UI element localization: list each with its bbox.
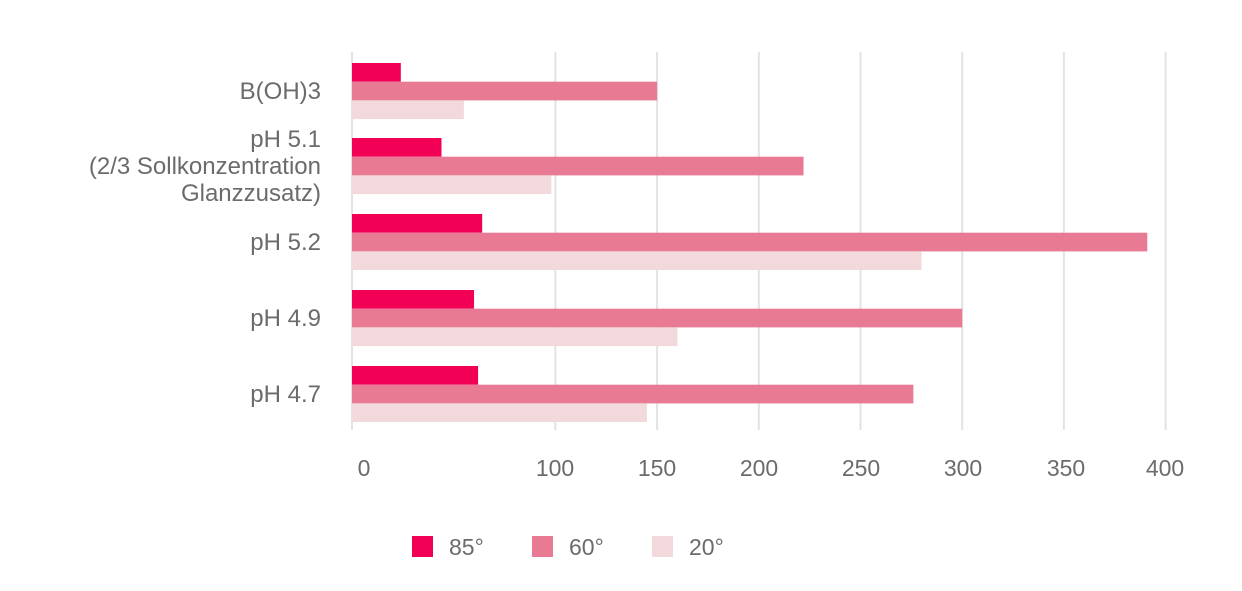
x-tick-label: 200 xyxy=(740,455,778,481)
x-tick-label: 400 xyxy=(1146,455,1184,481)
category-label-line: pH 5.2 xyxy=(250,229,321,256)
bar xyxy=(352,175,552,195)
bar xyxy=(352,156,804,176)
category-label: pH 5.2 xyxy=(250,229,321,256)
x-tick-label: 150 xyxy=(638,455,676,481)
bar xyxy=(352,290,475,309)
category-label-line: pH 4.9 xyxy=(250,305,321,332)
bar xyxy=(352,403,647,423)
bar xyxy=(352,251,922,271)
category-label: pH 4.7 xyxy=(250,381,321,408)
legend-label: 85° xyxy=(449,534,484,560)
x-tick-label: 100 xyxy=(536,455,574,481)
legend-label: 20° xyxy=(689,534,724,560)
legend-swatch xyxy=(652,536,673,557)
x-tick-label: 300 xyxy=(944,455,982,481)
bar xyxy=(352,63,401,82)
legend-item: 20° xyxy=(652,534,724,560)
category-label-line: pH 5.1 xyxy=(250,126,321,153)
x-tick-label: 350 xyxy=(1047,455,1085,481)
category-label-line: Glanzzusatz) xyxy=(181,180,321,207)
bar xyxy=(352,308,963,328)
bar xyxy=(352,214,483,233)
x-tick-label: 250 xyxy=(842,455,880,481)
x-tick-labels: 0 100 150 200 250 300 350 400 xyxy=(358,455,1185,481)
bar xyxy=(352,366,479,385)
legend: 85° 60° 20° xyxy=(412,534,724,560)
legend-item: 85° xyxy=(412,534,484,560)
bars xyxy=(352,63,1148,423)
bar xyxy=(352,138,442,157)
category-label-line: (2/3 Sollkonzentration xyxy=(89,153,321,180)
legend-label: 60° xyxy=(569,534,604,560)
category-label: pH 5.1 (2/3 Sollkonzentration Glanzzusatz) xyxy=(89,126,321,207)
category-label-line: pH 4.7 xyxy=(250,381,321,408)
category-label: B(OH)3 xyxy=(240,78,321,105)
bar xyxy=(352,100,464,120)
bar xyxy=(352,384,914,404)
category-label: pH 4.9 xyxy=(250,305,321,332)
bar xyxy=(352,81,658,101)
category-labels: B(OH)3 pH 5.1 (2/3 Sollkonzentration Glanzz… xyxy=(89,78,321,408)
bar xyxy=(352,232,1148,252)
category-label-line: B(OH)3 xyxy=(240,78,321,105)
legend-swatch xyxy=(412,536,433,557)
legend-swatch xyxy=(532,536,553,557)
bar xyxy=(352,327,678,347)
x-tick-label: 0 xyxy=(358,455,371,481)
legend-item: 60° xyxy=(532,534,604,560)
